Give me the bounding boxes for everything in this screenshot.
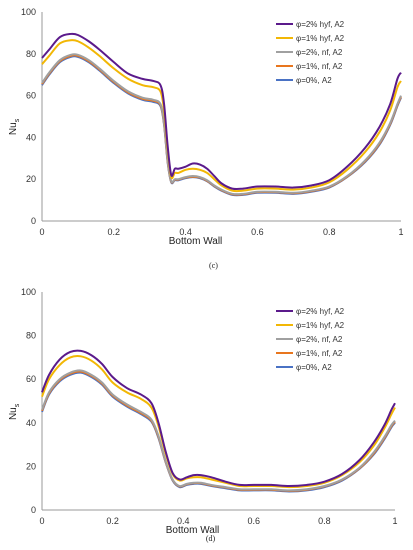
y-tick-label: 100 — [21, 7, 36, 17]
y-axis-label-subscript: s — [14, 403, 21, 407]
x-tick-label: 0.8 — [323, 227, 336, 237]
y-axis-label: Nus — [8, 118, 21, 135]
y-axis-label-main: Nu — [8, 122, 19, 135]
y-tick-label: 80 — [26, 49, 36, 59]
series-line-3 — [41, 54, 402, 196]
x-axis-label: Bottom Wall — [166, 525, 220, 536]
y-tick-label: 60 — [26, 91, 36, 101]
x-tick-label: 0.8 — [318, 516, 331, 526]
y-tick-label: 20 — [26, 461, 36, 471]
x-tick-label: 0.2 — [108, 227, 121, 237]
y-axis-label: Nus — [8, 403, 21, 420]
x-tick-label: 0.4 — [179, 227, 192, 237]
series-line-1 — [41, 355, 396, 489]
y-tick-label: 20 — [26, 174, 36, 184]
x-axis-label: Bottom Wall — [169, 236, 223, 247]
y-tick-label: 0 — [31, 216, 36, 226]
series-line-1 — [41, 39, 402, 193]
legend-label: φ=2%, nf, A2 — [296, 48, 343, 57]
y-tick-label: 0 — [31, 505, 36, 515]
series-line-4 — [41, 55, 402, 197]
y-tick-label: 40 — [26, 132, 36, 142]
chart-panel-0: 0 20 40 60 80 100 0 0.2 0.4 0.6 0.8 1 Bottom Wall Nus… — [8, 7, 404, 270]
x-tick-label: 0.6 — [248, 516, 261, 526]
x-tick-label: 0 — [39, 516, 44, 526]
legend-label: φ=1%, nf, A2 — [296, 62, 343, 71]
legend-label: φ=2%, nf, A2 — [296, 335, 343, 344]
x-tick-label: 0.4 — [177, 516, 190, 526]
y-axis-label-subscript: s — [14, 118, 21, 122]
series-line-2 — [41, 53, 402, 196]
legend-label: φ=1% hyf, A2 — [296, 321, 345, 330]
legend-label: φ=0%, A2 — [296, 76, 332, 85]
x-tick-label: 1 — [392, 516, 397, 526]
legend-label: φ=1%, nf, A2 — [296, 349, 343, 358]
y-tick-label: 80 — [26, 331, 36, 341]
panel-label: (c) — [209, 261, 218, 270]
x-tick-label: 1 — [398, 227, 403, 237]
legend-label: φ=2% hyf, A2 — [296, 307, 345, 316]
legend-label: φ=2% hyf, A2 — [296, 20, 345, 29]
x-tick-label: 0.6 — [251, 227, 264, 237]
chart-panel-1: 0 20 40 60 80 100 0 0.2 0.4 0.6 0.8 1 Bottom Wall Nus… — [8, 287, 398, 543]
legend-label: φ=0%, A2 — [296, 363, 332, 372]
series-line-0 — [41, 349, 396, 488]
x-tick-label: 0 — [39, 227, 44, 237]
legend-label: φ=1% hyf, A2 — [296, 34, 345, 43]
series-line-2 — [41, 369, 396, 492]
y-tick-label: 40 — [26, 418, 36, 428]
series-line-0 — [41, 32, 402, 191]
y-axis-label-main: Nu — [8, 407, 19, 420]
x-tick-label: 0.2 — [106, 516, 119, 526]
y-tick-label: 60 — [26, 374, 36, 384]
y-tick-label: 100 — [21, 287, 36, 297]
panel-label: (d) — [206, 534, 216, 543]
